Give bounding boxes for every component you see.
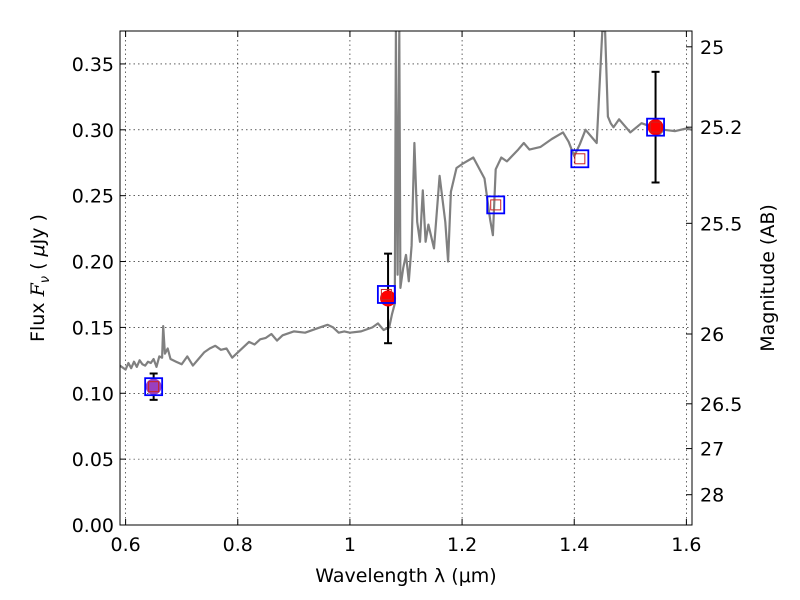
observed-point: [380, 290, 397, 307]
y-tick-label: 0.05: [72, 449, 114, 471]
x-tick-label: 1.4: [559, 534, 589, 556]
y2-tick-label: 26: [700, 324, 724, 346]
model-inner-square: [650, 121, 662, 133]
y-tick-label: 0.10: [72, 383, 114, 405]
model-square: [570, 149, 590, 169]
x-tick-label: 0.6: [110, 534, 140, 556]
y-axis-label-unit: Jy ): [27, 214, 49, 245]
y2-tick-label: 28: [700, 485, 724, 507]
x-axis-label: Wavelength λ (μm): [315, 565, 496, 587]
x-tick-label: 1: [344, 534, 356, 556]
y-axis-label-open: (: [27, 256, 49, 276]
y-tick-label: 0.30: [72, 120, 114, 142]
plot-area: [120, 31, 692, 401]
y2-tick-label: 25.2: [700, 117, 742, 139]
model-inner-square: [490, 199, 502, 211]
model-square: [376, 285, 396, 304]
y-tick-label: 0.35: [72, 54, 114, 76]
y-axis-label-symbol: F: [27, 282, 49, 297]
model-inner-square: [380, 288, 392, 300]
y-tick-label: 0.25: [72, 186, 114, 208]
y2-tick-label: 25: [700, 37, 724, 59]
y2-tick-label: 26.5: [700, 394, 742, 416]
y-tick-label: 0.15: [72, 317, 114, 339]
spectrum-line: [120, 31, 692, 371]
plot-frame: [119, 30, 693, 526]
y2-tick-label: 25.5: [700, 213, 742, 235]
model-inner-square: [148, 381, 160, 393]
y-axis-label: Flux Fν ( μJy ): [27, 214, 53, 342]
model-square: [144, 377, 164, 397]
model-square: [646, 117, 665, 137]
y2-axis-label: Magnitude (AB): [757, 204, 779, 352]
grid-lines: [120, 31, 692, 526]
observed-point: [647, 119, 664, 136]
x-tick-label: 1.2: [447, 534, 477, 556]
y-axis-label-prefix: Flux: [27, 296, 49, 342]
y-tick-label: 0.20: [72, 252, 114, 274]
y-axis-label-subscript: ν: [38, 276, 53, 283]
model-square: [486, 195, 506, 215]
y-tick-label: 0.00: [72, 515, 114, 537]
x-tick-label: 1.6: [671, 534, 701, 556]
y2-tick-label: 27: [700, 439, 724, 461]
model-inner-square: [574, 153, 586, 165]
axis-ticks: 0.6 0.8 1 1.2 1.4 1.6 0.00 0.05 0.10 0.15 0.20 0.25…: [72, 31, 742, 556]
y-axis-label-mu: μ: [27, 244, 49, 257]
x-tick-label: 0.8: [223, 534, 253, 556]
observed-point: [145, 378, 162, 395]
